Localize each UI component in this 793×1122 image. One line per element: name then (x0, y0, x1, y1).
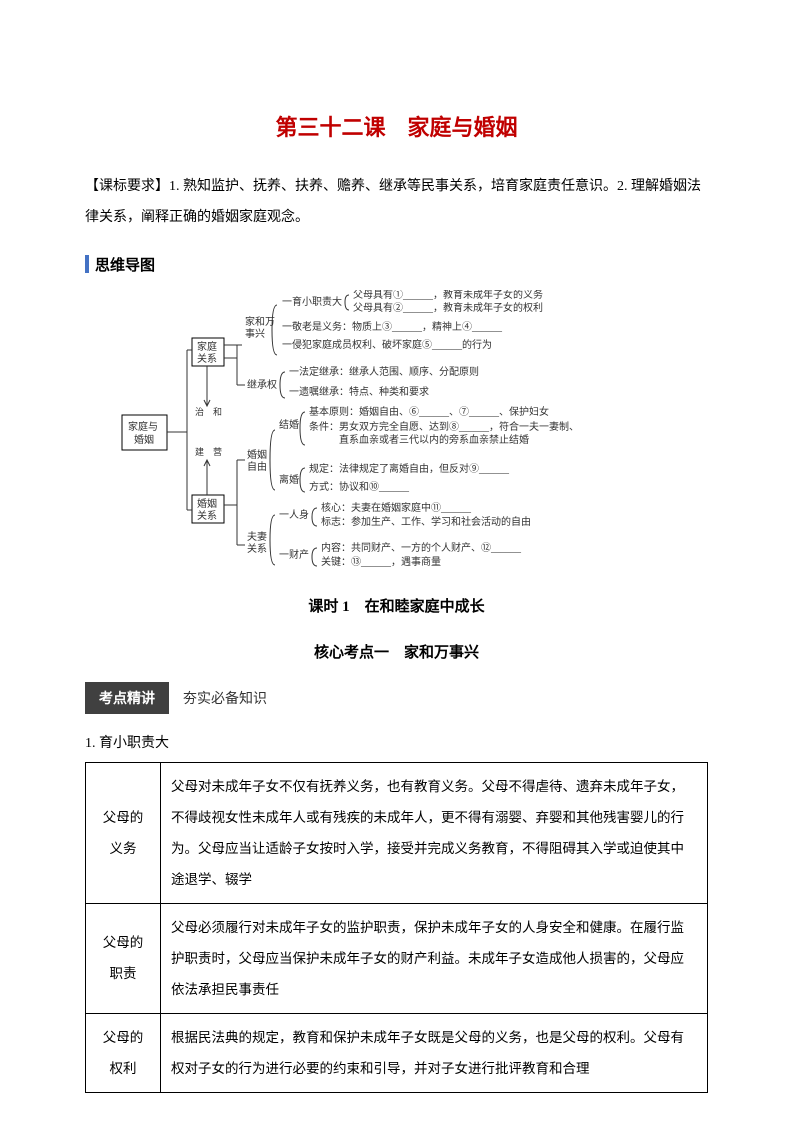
svg-text:家庭: 家庭 (197, 340, 217, 353)
tab-knowledge: 夯实必备知识 (169, 682, 281, 714)
table-row: 父母的义务 父母对未成年子女不仅有抚养义务，也有教育义务。父母不得虐待、遗弃未成… (86, 762, 708, 903)
mindmap-label: 思维导图 (95, 254, 155, 275)
svg-text:一人身: 一人身 (279, 508, 309, 521)
svg-text:父母具有②______，教育未成年子女的权利: 父母具有②______，教育未成年子女的权利 (353, 301, 543, 314)
lesson-subtitle-1: 课时 1 在和睦家庭中成长 (85, 595, 708, 616)
tab-row: 考点精讲 夯实必备知识 (85, 682, 708, 714)
svg-text:一育小职责大: 一育小职责大 (282, 295, 342, 308)
svg-text:关系: 关系 (197, 352, 217, 365)
svg-text:一财产: 一财产 (279, 548, 309, 561)
svg-text:结婚: 结婚 (279, 418, 299, 431)
diagram-root: 家庭与 (128, 420, 158, 433)
svg-text:关系: 关系 (197, 509, 217, 522)
svg-text:内容：共同财产、一方的个人财产、⑫______: 内容：共同财产、一方的个人财产、⑫______ (321, 541, 522, 554)
svg-text:家和万: 家和万 (245, 315, 275, 328)
tab-keypoint: 考点精讲 (85, 682, 169, 714)
svg-text:方式：协议和⑩______: 方式：协议和⑩______ (309, 480, 410, 493)
row-label: 父母的权利 (86, 1013, 161, 1092)
svg-text:事兴: 事兴 (245, 327, 265, 340)
svg-text:婚姻: 婚姻 (134, 433, 154, 446)
svg-text:继承权: 继承权 (247, 378, 277, 391)
svg-text:基本原则：婚姻自由、⑥______、⑦______、保护妇女: 基本原则：婚姻自由、⑥______、⑦______、保护妇女 (309, 405, 549, 418)
table-row: 父母的权利 根据民法典的规定，教育和保护未成年子女既是父母的义务，也是父母的权利… (86, 1013, 708, 1092)
row-content: 父母对未成年子女不仅有抚养义务，也有教育义务。父母不得虐待、遗弃未成年子女，不得… (161, 762, 708, 903)
list-heading: 1. 育小职责大 (85, 732, 708, 752)
svg-text:自由: 自由 (247, 460, 267, 473)
svg-text:离婚: 离婚 (279, 473, 299, 486)
svg-text:标志：参加生产、工作、学习和社会活动的自由: 标志：参加生产、工作、学习和社会活动的自由 (321, 515, 531, 528)
row-content: 根据民法典的规定，教育和保护未成年子女既是父母的义务，也是父母的权利。父母有权对… (161, 1013, 708, 1092)
svg-text:关键：⑬______，遇事商量: 关键：⑬______，遇事商量 (321, 555, 441, 568)
intro-text: 【课标要求】1. 熟知监护、抚养、扶养、赡养、继承等民事关系，培育家庭责任意识。… (85, 172, 708, 234)
table-row: 父母的职责 父母必须履行对未成年子女的监护职责，保护未成年子女的人身安全和健康。… (86, 903, 708, 1013)
mindmap-header: 思维导图 (85, 254, 708, 275)
svg-text:核心：夫妻在婚姻家庭中⑪______: 核心：夫妻在婚姻家庭中⑪______ (321, 501, 472, 514)
lesson-subtitle-2: 核心考点一 家和万事兴 (85, 641, 708, 662)
svg-text:一敬老是义务：物质上③______，精神上④______: 一敬老是义务：物质上③______，精神上④______ (282, 320, 503, 333)
svg-text:一侵犯家庭成员权利、破坏家庭⑤______的行为: 一侵犯家庭成员权利、破坏家庭⑤______的行为 (282, 338, 492, 351)
row-label: 父母的义务 (86, 762, 161, 903)
svg-text:父母具有①______，教育未成年子女的义务: 父母具有①______，教育未成年子女的义务 (353, 290, 543, 301)
svg-text:婚姻: 婚姻 (247, 448, 267, 461)
content-table: 父母的义务 父母对未成年子女不仅有抚养义务，也有教育义务。父母不得虐待、遗弃未成… (85, 762, 708, 1093)
svg-text:直系血亲或者三代以内的旁系血亲禁止结婚: 直系血亲或者三代以内的旁系血亲禁止结婚 (309, 433, 529, 446)
svg-text:关系: 关系 (247, 542, 267, 555)
svg-text:夫妻: 夫妻 (247, 530, 267, 543)
svg-text:建 营: 建 营 (195, 446, 222, 457)
svg-text:一法定继承：继承人范围、顺序、分配原则: 一法定继承：继承人范围、顺序、分配原则 (289, 365, 479, 378)
row-content: 父母必须履行对未成年子女的监护职责，保护未成年子女的人身安全和健康。在履行监护职… (161, 903, 708, 1013)
row-label: 父母的职责 (86, 903, 161, 1013)
lesson-title: 第三十二课 家庭与婚姻 (85, 110, 708, 142)
svg-text:规定：法律规定了离婚自由，但反对⑨______: 规定：法律规定了离婚自由，但反对⑨______ (309, 462, 510, 475)
svg-text:一遗嘱继承：特点、种类和要求: 一遗嘱继承：特点、种类和要求 (289, 385, 429, 398)
mindmap-diagram: 家庭与 婚姻 家庭 关系 婚姻 关系 治 和 建 营 家和万 事兴 一育小职责大 (85, 290, 708, 570)
svg-text:条件：男女双方完全自愿、达到⑧______，符合一夫一妻制、: 条件：男女双方完全自愿、达到⑧______，符合一夫一妻制、 (309, 420, 579, 433)
header-bar-icon (85, 255, 89, 273)
svg-text:治 和: 治 和 (195, 406, 222, 417)
svg-text:婚姻: 婚姻 (197, 497, 217, 510)
